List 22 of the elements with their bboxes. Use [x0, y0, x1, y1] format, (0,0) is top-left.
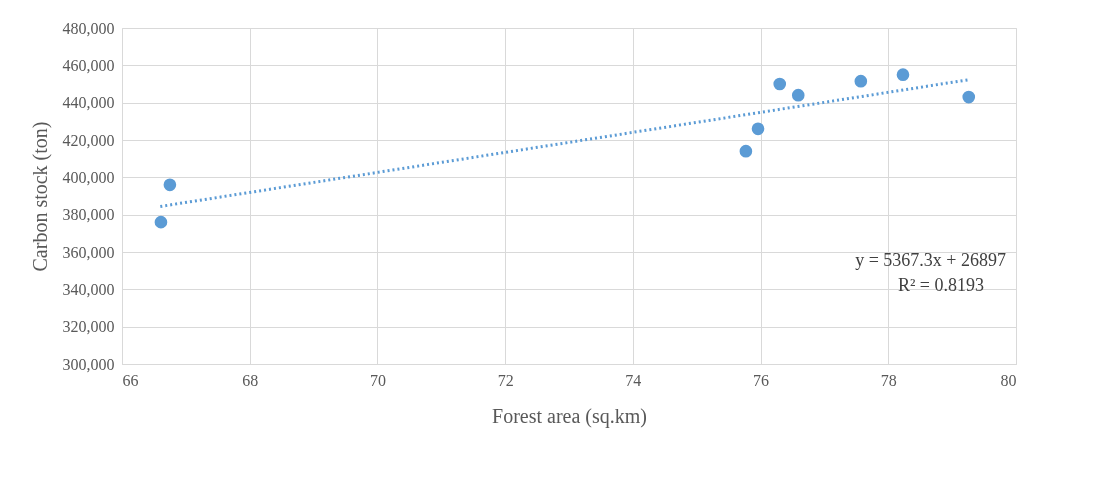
y-tick-label: 480,000 [62, 19, 115, 37]
x-tick-label: 66 [122, 371, 139, 389]
x-tick-label: 72 [497, 371, 514, 389]
x-tick-label: 78 [880, 371, 897, 389]
x-tick-label: 70 [369, 371, 386, 389]
y-tick-label: 420,000 [62, 131, 115, 149]
y-tick-label: 360,000 [62, 243, 115, 261]
y-tick-label: 440,000 [62, 94, 115, 112]
x-tick-label: 68 [242, 371, 259, 389]
x-tick-label: 74 [625, 371, 642, 389]
annotation: y = 5367.3x + 26897 [855, 250, 1006, 270]
x-tick-label: 76 [753, 371, 770, 389]
y-tick-label: 380,000 [62, 206, 115, 224]
annotation: R² = 0.8193 [897, 275, 984, 295]
y-tick-label: 400,000 [62, 168, 115, 186]
y-tick-label: 460,000 [62, 56, 115, 74]
y-axis-title: Carbon stock (ton) [28, 121, 52, 272]
x-tick-label: 80 [1000, 371, 1017, 389]
y-tick-label: 320,000 [62, 318, 115, 336]
y-tick-label: 300,000 [62, 355, 115, 373]
y-tick-label: 340,000 [62, 280, 115, 298]
x-axis-title: Forest area (sq.km) [492, 404, 647, 428]
